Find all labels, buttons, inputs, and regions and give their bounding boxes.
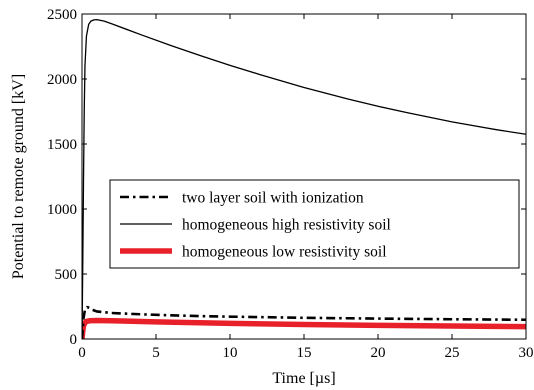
x-tick-label: 20 — [371, 345, 386, 361]
series-line-1 — [82, 18, 526, 339]
series-layer — [82, 18, 526, 339]
y-axis-title: Potential to remote ground [kV] — [10, 74, 27, 279]
legend-box — [109, 179, 520, 269]
legend: two layer soil with ionization homogeneou… — [109, 179, 520, 269]
series-line-0 — [82, 305, 526, 339]
y-tick-label: 2000 — [47, 72, 77, 88]
plot-frame — [81, 13, 527, 340]
x-tick-label: 10 — [223, 345, 238, 361]
y-tick-label: 500 — [55, 267, 78, 283]
x-axis-title: Time [µs] — [272, 370, 335, 387]
x-tick-label: 0 — [78, 345, 86, 361]
legend-label-2: homogeneous low resistivity soil — [182, 244, 387, 261]
x-tick-label: 5 — [152, 345, 160, 361]
legend-label-1: homogeneous high resistivity soil — [182, 217, 391, 234]
x-tick-label: 25 — [445, 345, 460, 361]
x-tick-label: 15 — [297, 345, 312, 361]
ticks-layer: 0 5 10 15 20 25 30 0 500 1000 1500 2000 2500 — [47, 7, 534, 361]
y-tick-label: 1500 — [47, 137, 77, 153]
y-tick-label: 2500 — [47, 7, 77, 23]
y-tick-label: 0 — [70, 332, 78, 348]
y-tick-label: 1000 — [47, 202, 77, 218]
x-tick-label: 30 — [519, 345, 534, 361]
legend-label-0: two layer soil with ionization — [182, 190, 364, 207]
